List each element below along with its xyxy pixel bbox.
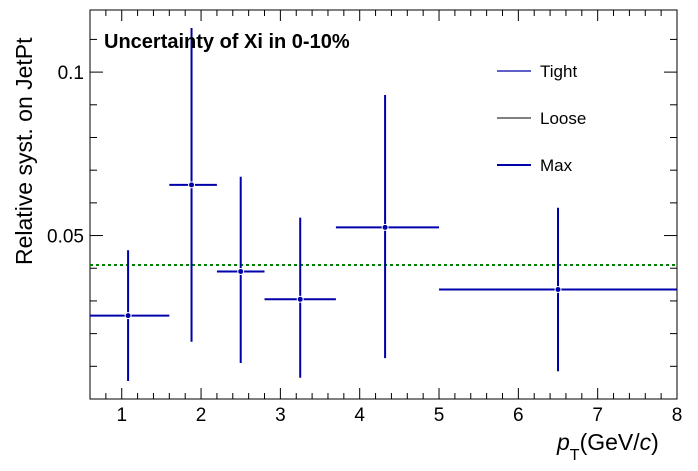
x-axis-label-sub: T (570, 447, 580, 464)
x-axis-label-c: c (640, 429, 652, 455)
data-point (169, 27, 217, 342)
x-tick-label: 5 (434, 405, 445, 426)
y-tick-label: 0.1 (58, 63, 84, 84)
axes-ticks: 1 2 3 4 5 6 7 8 0.05 0.1 (47, 10, 682, 426)
data-layer (90, 27, 677, 382)
x-tick-label: 7 (592, 405, 603, 426)
x-tick-label: 6 (513, 405, 524, 426)
point-marker (188, 181, 196, 189)
x-tick-label: 2 (196, 405, 207, 426)
plot-frame (89, 9, 678, 400)
y-tick-label: 0.05 (47, 227, 84, 248)
x-axis-label-unit-open: (GeV/ (580, 429, 641, 455)
data-point (264, 217, 336, 378)
x-axis-label: pT(GeV/c) (556, 429, 659, 464)
legend-label: Loose (540, 109, 586, 128)
x-tick-label: 4 (354, 405, 365, 426)
x-tick-label: 1 (116, 405, 127, 426)
x-tick-label: 3 (275, 405, 286, 426)
point-marker (381, 223, 389, 231)
point-marker (124, 312, 132, 320)
data-point (216, 176, 265, 364)
x-axis-label-p: p (556, 429, 570, 455)
legend: Tight Loose Max (497, 62, 586, 175)
point-marker (554, 285, 562, 293)
data-point (439, 207, 677, 372)
legend-label: Max (540, 156, 573, 175)
legend-label: Tight (540, 62, 577, 81)
data-point (90, 250, 170, 382)
y-axis-label: Relative syst. on JetPt (11, 37, 37, 265)
point-marker (237, 268, 245, 276)
data-point (335, 94, 440, 359)
x-tick-label: 8 (672, 405, 683, 426)
x-axis-label-unit-close: ) (651, 429, 659, 455)
chart-title: Uncertainty of Xi in 0-10% (104, 31, 350, 53)
point-marker (296, 295, 304, 303)
